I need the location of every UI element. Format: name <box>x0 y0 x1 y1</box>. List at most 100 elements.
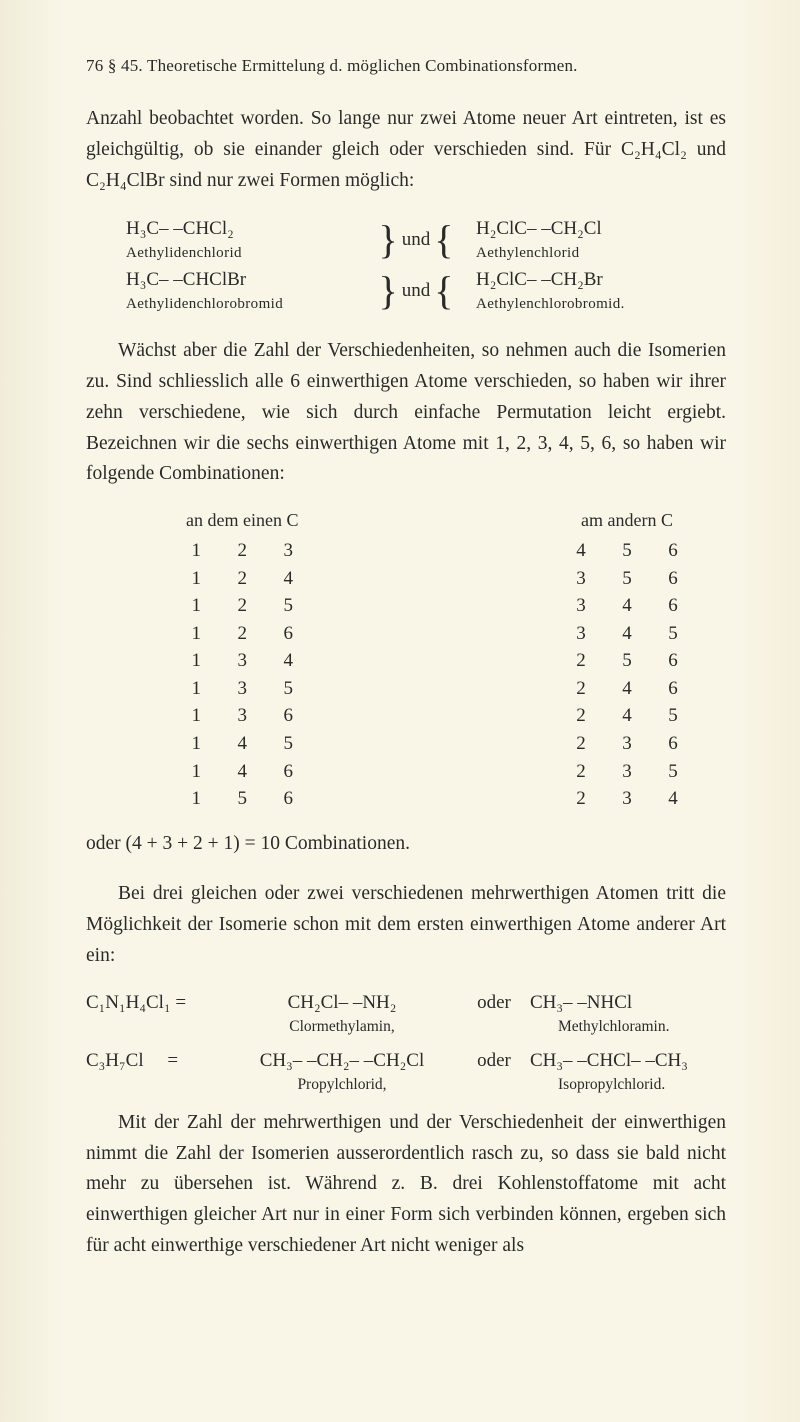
table-cell: 3 <box>572 592 590 620</box>
paragraph-3: oder (4 + 3 + 2 + 1) = 10 Combinationen. <box>86 829 726 860</box>
eq1-mid-label: Clormethylamin, <box>226 1018 458 1036</box>
table-row: 123 <box>186 537 298 565</box>
table-cell: 6 <box>664 592 682 620</box>
table-cell: 6 <box>279 620 297 648</box>
table-cell: 4 <box>618 702 636 730</box>
formula-block-1: H₃C– –CHCl₂ Aethylidenchlorid } und { H₂… <box>126 216 706 263</box>
table-row: 126 <box>186 620 298 648</box>
brace-right-icon: } <box>379 224 398 256</box>
formula-1-conjunction: und <box>402 229 431 251</box>
table-cell: 5 <box>618 537 636 565</box>
table-cell: 5 <box>279 730 297 758</box>
table-row: 456 <box>572 537 682 565</box>
table-cell: 6 <box>664 647 682 675</box>
eq2-assign: = <box>167 1050 178 1071</box>
table-cell: 6 <box>279 758 297 786</box>
table-row: 245 <box>572 702 682 730</box>
table-cell: 2 <box>233 620 251 648</box>
table-cell: 4 <box>572 537 590 565</box>
table-cell: 1 <box>187 565 205 593</box>
table-cell: 3 <box>572 565 590 593</box>
table-cell: 1 <box>187 647 205 675</box>
table-cell: 5 <box>618 565 636 593</box>
table-cell: 6 <box>664 565 682 593</box>
paragraph-4: Bei drei gleichen oder zwei verschiedene… <box>86 879 726 971</box>
table-row: 345 <box>572 620 682 648</box>
table-row: 136 <box>186 702 298 730</box>
table-cell: 3 <box>572 620 590 648</box>
brace-left-icon: { <box>434 275 453 307</box>
table-cell: 3 <box>618 785 636 813</box>
table-row: 156 <box>186 785 298 813</box>
equation-2-labels: Propylchlorid, Isopropylchlorid. <box>86 1076 726 1094</box>
table-cell: 4 <box>618 592 636 620</box>
table-cell: 4 <box>618 620 636 648</box>
table-cell: 5 <box>279 592 297 620</box>
table-cell: 3 <box>233 647 251 675</box>
table-cell: 2 <box>572 647 590 675</box>
table-right: am andern C 4563563463452562462452362352… <box>572 510 682 812</box>
table-right-title: am andern C <box>572 510 682 531</box>
formula-2-left-expr: H₃C– –CHClBr <box>126 269 246 290</box>
table-row: 346 <box>572 592 682 620</box>
formula-1-right-expr: H₂ClC– –CH₂Cl <box>476 218 602 239</box>
table-cell: 1 <box>187 730 205 758</box>
formula-2-right-label: Aethylenchlorobromid. <box>476 294 706 314</box>
table-cell: 2 <box>572 785 590 813</box>
table-cell: 1 <box>187 785 205 813</box>
table-cell: 2 <box>233 565 251 593</box>
table-row: 235 <box>572 758 682 786</box>
paragraph-5: Mit der Zahl der mehrwerthigen und der V… <box>86 1108 726 1262</box>
equation-1: C₁N₁H₄Cl₁ = CH₂Cl– –NH₂ oder CH₃– –NHCl <box>86 992 726 1014</box>
table-row: 135 <box>186 675 298 703</box>
table-cell: 3 <box>233 702 251 730</box>
table-cell: 2 <box>233 537 251 565</box>
eq1-conjunction: oder <box>458 992 530 1014</box>
table-cell: 1 <box>187 620 205 648</box>
document-page: 76 § 45. Theoretische Ermittelung d. mög… <box>0 0 800 1422</box>
formula-2-left: H₃C– –CHClBr Aethylidenchlorobromid <box>126 267 356 314</box>
page-header: 76 § 45. Theoretische Ermittelung d. mög… <box>86 56 726 76</box>
table-cell: 4 <box>233 758 251 786</box>
table-cell: 2 <box>572 702 590 730</box>
table-cell: 5 <box>664 702 682 730</box>
equation-2: C₃H₇Cl = CH₃– –CH₂– –CH₂Cl oder CH₃– –CH… <box>86 1050 726 1072</box>
eq2-mid: CH₃– –CH₂– –CH₂Cl <box>226 1050 458 1072</box>
formula-2-right: H₂ClC– –CH₂Br Aethylenchlorobromid. <box>476 267 706 314</box>
table-cell: 3 <box>279 537 297 565</box>
table-cell: 1 <box>187 758 205 786</box>
eq1-lhs: C₁N₁H₄Cl₁ = <box>86 992 226 1014</box>
table-cell: 2 <box>572 730 590 758</box>
formula-1-braces: } und { <box>379 224 454 256</box>
table-cell: 1 <box>187 537 205 565</box>
table-cell: 6 <box>279 702 297 730</box>
eq2-mid-label: Propylchlorid, <box>226 1076 458 1094</box>
table-right-body: 456356346345256246245236235234 <box>572 537 682 812</box>
table-left-body: 123124125126134135136145146156 <box>186 537 298 812</box>
table-cell: 2 <box>233 592 251 620</box>
eq1-rhs-label: Methylchloramin. <box>530 1018 726 1036</box>
table-cell: 3 <box>618 730 636 758</box>
table-cell: 4 <box>279 565 297 593</box>
table-row: 125 <box>186 592 298 620</box>
table-cell: 6 <box>664 675 682 703</box>
table-row: 236 <box>572 730 682 758</box>
formula-2-left-label: Aethylidenchlorobromid <box>126 294 356 314</box>
formula-1-right: H₂ClC– –CH₂Cl Aethylenchlorid <box>476 216 706 263</box>
table-cell: 3 <box>233 675 251 703</box>
equation-1-labels: Clormethylamin, Methylchloramin. <box>86 1018 726 1036</box>
table-cell: 2 <box>572 758 590 786</box>
table-cell: 5 <box>664 758 682 786</box>
table-cell: 5 <box>233 785 251 813</box>
table-cell: 1 <box>187 702 205 730</box>
table-cell: 3 <box>618 758 636 786</box>
table-row: 234 <box>572 785 682 813</box>
eq1-mid: CH₂Cl– –NH₂ <box>226 992 458 1014</box>
table-row: 145 <box>186 730 298 758</box>
table-cell: 5 <box>664 620 682 648</box>
table-cell: 4 <box>664 785 682 813</box>
eq2-rhs-label: Isopropylchlorid. <box>530 1076 726 1094</box>
formula-2-braces: } und { <box>379 275 454 307</box>
table-cell: 5 <box>618 647 636 675</box>
table-row: 146 <box>186 758 298 786</box>
